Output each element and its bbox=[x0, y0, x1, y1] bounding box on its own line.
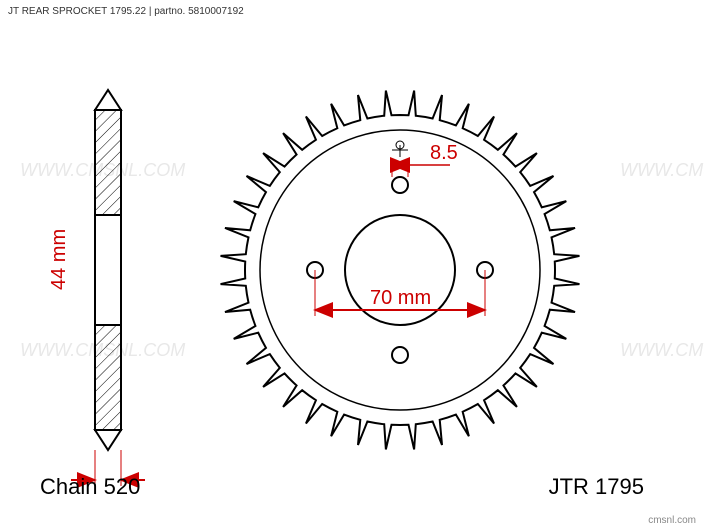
svg-text:8.5: 8.5 bbox=[430, 142, 458, 164]
svg-text:70 mm: 70 mm bbox=[370, 287, 431, 309]
chain-label: Chain 520 bbox=[40, 474, 140, 500]
sprocket-face-view bbox=[221, 91, 580, 450]
sprocket-side-view bbox=[95, 90, 121, 450]
footer-link: cmsnl.com bbox=[648, 515, 696, 526]
model-label: JTR 1795 bbox=[549, 474, 644, 500]
technical-drawing: 70 mm 8.5 44 mm bbox=[0, 0, 704, 530]
svg-text:44 mm: 44 mm bbox=[48, 229, 70, 290]
